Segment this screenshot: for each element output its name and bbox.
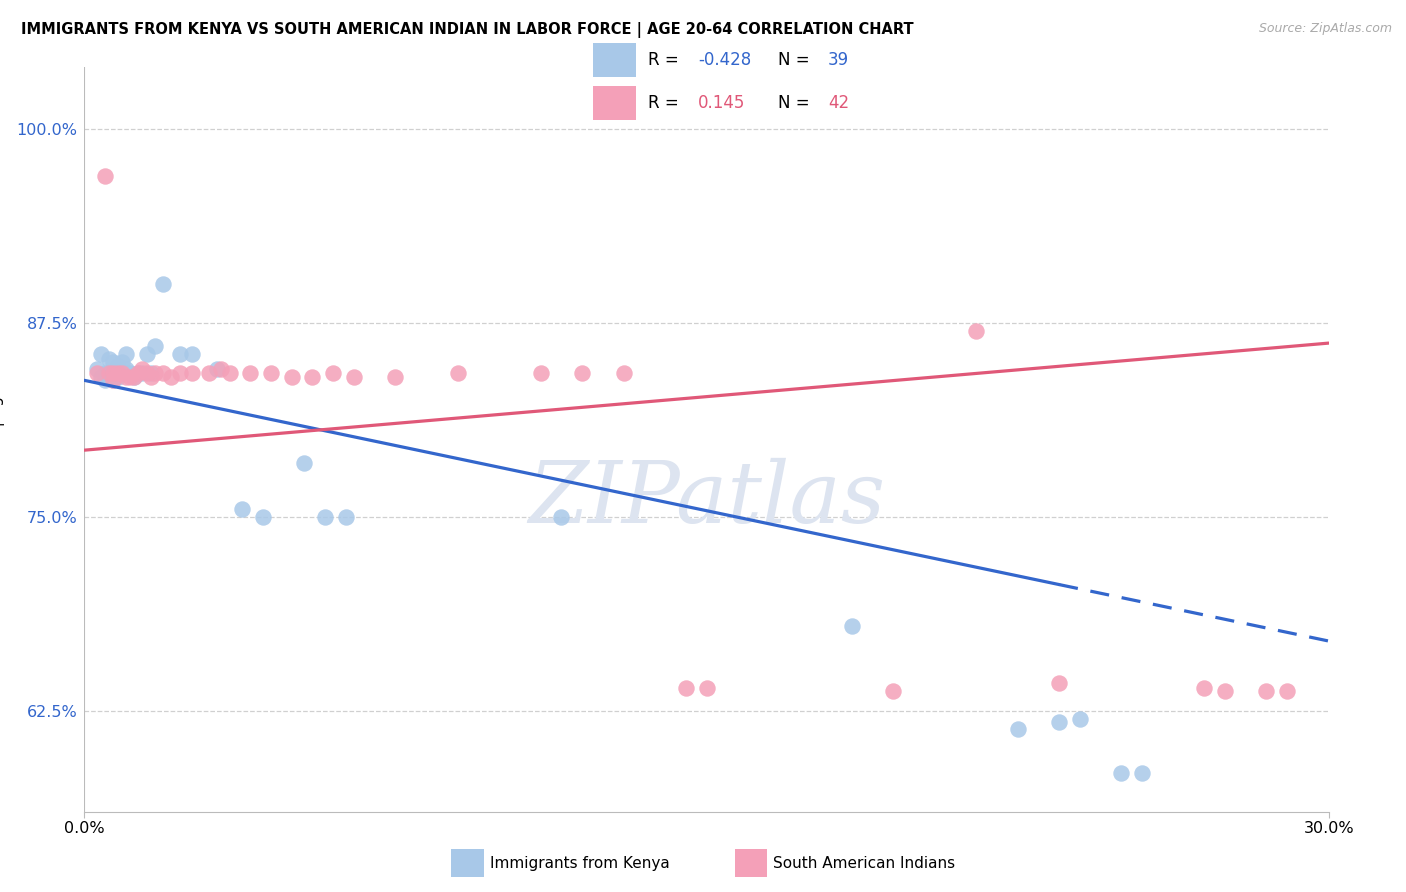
Point [115, 370, 138, 384]
Text: N =: N = [779, 51, 810, 69]
Point [841, 618, 863, 632]
Point [1047, 714, 1070, 729]
Y-axis label: In Labor Force | Age 20-64: In Labor Force | Age 20-64 [0, 338, 6, 541]
Point [335, 509, 357, 524]
Point [103, 366, 125, 380]
Point [98, 366, 121, 380]
FancyBboxPatch shape [451, 849, 484, 877]
Point [86, 366, 108, 380]
Point [384, 370, 406, 384]
Text: South American Indians: South American Indians [773, 855, 955, 871]
Point [139, 366, 162, 380]
Point [107, 370, 129, 384]
Point [90, 347, 112, 361]
Point [181, 347, 204, 361]
Point [143, 339, 166, 353]
Point [94, 169, 117, 183]
Point [94, 373, 117, 387]
Point [118, 370, 141, 384]
Point [90, 370, 112, 384]
Point [103, 366, 125, 380]
Point [139, 370, 162, 384]
Point [103, 373, 125, 387]
Point [530, 366, 553, 380]
Text: R =: R = [648, 94, 679, 112]
Text: N =: N = [779, 94, 810, 112]
Point [447, 366, 470, 380]
Point [1256, 683, 1278, 698]
Text: Immigrants from Kenya: Immigrants from Kenya [489, 855, 669, 871]
Point [94, 366, 117, 380]
Point [205, 362, 228, 376]
Point [169, 366, 191, 380]
Text: -0.428: -0.428 [697, 51, 751, 69]
Point [343, 370, 366, 384]
Point [281, 370, 304, 384]
Point [127, 366, 149, 380]
Text: Source: ZipAtlas.com: Source: ZipAtlas.com [1258, 22, 1392, 36]
Point [98, 351, 121, 366]
Point [111, 366, 134, 380]
Point [252, 509, 274, 524]
Point [1194, 681, 1216, 695]
Text: ZIPatlas: ZIPatlas [527, 458, 886, 541]
Point [115, 362, 138, 376]
Point [111, 366, 134, 380]
FancyBboxPatch shape [593, 87, 636, 120]
Point [122, 370, 145, 384]
Point [322, 366, 344, 380]
Point [1111, 766, 1133, 780]
Point [197, 366, 219, 380]
Point [571, 366, 593, 380]
Point [98, 366, 121, 380]
Point [218, 366, 240, 380]
FancyBboxPatch shape [593, 43, 636, 77]
Point [160, 370, 183, 384]
Point [131, 362, 153, 376]
Point [152, 366, 174, 380]
Point [292, 456, 315, 470]
Point [86, 362, 108, 376]
Point [135, 347, 157, 361]
Point [143, 366, 166, 380]
Point [103, 355, 125, 369]
Point [152, 277, 174, 292]
Point [111, 355, 134, 369]
Point [231, 502, 253, 516]
Point [135, 366, 157, 380]
Text: R =: R = [648, 51, 679, 69]
Point [239, 366, 262, 380]
Point [181, 366, 204, 380]
Point [131, 366, 153, 380]
Point [115, 347, 138, 361]
Point [613, 366, 636, 380]
Point [314, 509, 336, 524]
Text: IMMIGRANTS FROM KENYA VS SOUTH AMERICAN INDIAN IN LABOR FORCE | AGE 20-64 CORREL: IMMIGRANTS FROM KENYA VS SOUTH AMERICAN … [21, 22, 914, 38]
Point [103, 373, 125, 387]
Point [675, 681, 697, 695]
Text: 42: 42 [828, 94, 849, 112]
Point [965, 324, 987, 338]
Text: 0.145: 0.145 [697, 94, 745, 112]
FancyBboxPatch shape [735, 849, 768, 877]
Point [260, 366, 283, 380]
Point [209, 362, 232, 376]
Point [122, 370, 145, 384]
Point [118, 366, 141, 380]
Point [127, 366, 149, 380]
Point [107, 366, 129, 380]
Point [1130, 766, 1153, 780]
Point [169, 347, 191, 361]
Text: 39: 39 [828, 51, 849, 69]
Point [1213, 683, 1236, 698]
Point [550, 509, 572, 524]
Point [301, 370, 323, 384]
Point [1047, 676, 1070, 690]
Point [1277, 683, 1299, 698]
Point [107, 359, 129, 374]
Point [1007, 723, 1029, 737]
Point [882, 683, 904, 698]
Point [696, 681, 718, 695]
Point [1069, 712, 1091, 726]
